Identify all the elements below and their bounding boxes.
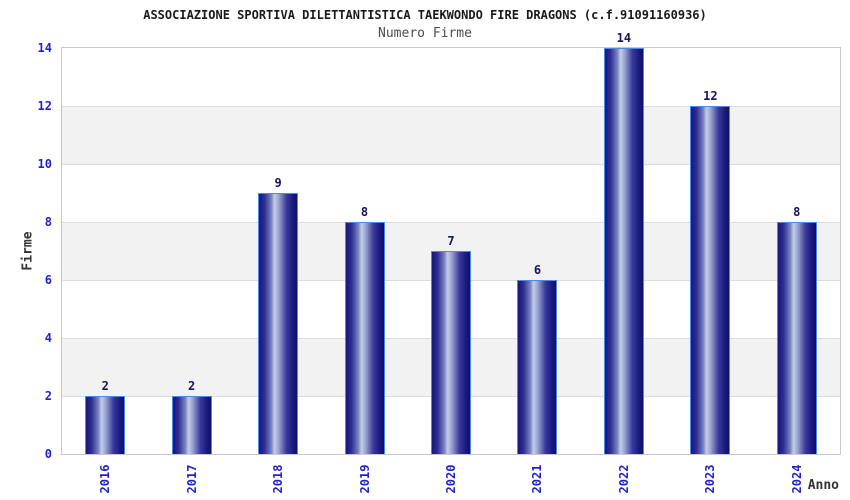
bar-value-label: 2 xyxy=(101,379,109,393)
y-tick-2: 2 xyxy=(44,389,52,403)
y-tick-14: 14 xyxy=(37,41,52,55)
bar-2024 xyxy=(776,222,817,454)
bar-value-label: 12 xyxy=(703,89,718,103)
y-tick-8: 8 xyxy=(44,215,52,229)
chart-subtitle: Numero Firme xyxy=(378,26,472,41)
x-tick-2024: 2024 xyxy=(789,464,804,494)
gridline xyxy=(62,164,840,165)
y-tick-4: 4 xyxy=(44,331,52,345)
bar-2022 xyxy=(603,48,644,454)
bar-2016 xyxy=(85,396,126,454)
plot-area xyxy=(61,47,841,455)
gridline xyxy=(62,222,840,223)
bar-2018 xyxy=(258,193,299,454)
y-axis-label: Firme xyxy=(20,231,36,271)
y-tick-10: 10 xyxy=(37,157,52,171)
bar-value-label: 7 xyxy=(447,234,455,248)
bar-2017 xyxy=(171,396,212,454)
bar-value-label: 8 xyxy=(360,205,369,219)
x-tick-2019: 2019 xyxy=(357,464,372,494)
x-tick-2016: 2016 xyxy=(98,464,113,494)
y-tick-6: 6 xyxy=(44,273,52,287)
x-tick-2018: 2018 xyxy=(271,464,286,494)
bar-2021 xyxy=(517,280,558,454)
bar-2020 xyxy=(431,251,471,454)
bar-value-label: 9 xyxy=(274,176,282,190)
bar-value-label: 2 xyxy=(188,379,196,393)
x-tick-2021: 2021 xyxy=(530,464,545,494)
x-axis-label: Anno xyxy=(807,478,839,493)
x-tick-2022: 2022 xyxy=(616,464,631,494)
x-tick-2023: 2023 xyxy=(703,464,718,494)
bar-value-label: 6 xyxy=(533,263,542,277)
bar-2019 xyxy=(344,222,385,454)
chart-title: ASSOCIAZIONE SPORTIVA DILETTANTISTICA TA… xyxy=(143,8,707,22)
x-tick-2020: 2020 xyxy=(444,464,458,494)
y-tick-0: 0 xyxy=(44,447,52,461)
bar-value-label: 8 xyxy=(793,205,801,219)
gridline xyxy=(62,106,840,107)
y-tick-12: 12 xyxy=(37,99,52,113)
bar-value-label: 14 xyxy=(616,31,632,45)
x-tick-2017: 2017 xyxy=(184,464,199,494)
bar-2023 xyxy=(690,106,731,454)
